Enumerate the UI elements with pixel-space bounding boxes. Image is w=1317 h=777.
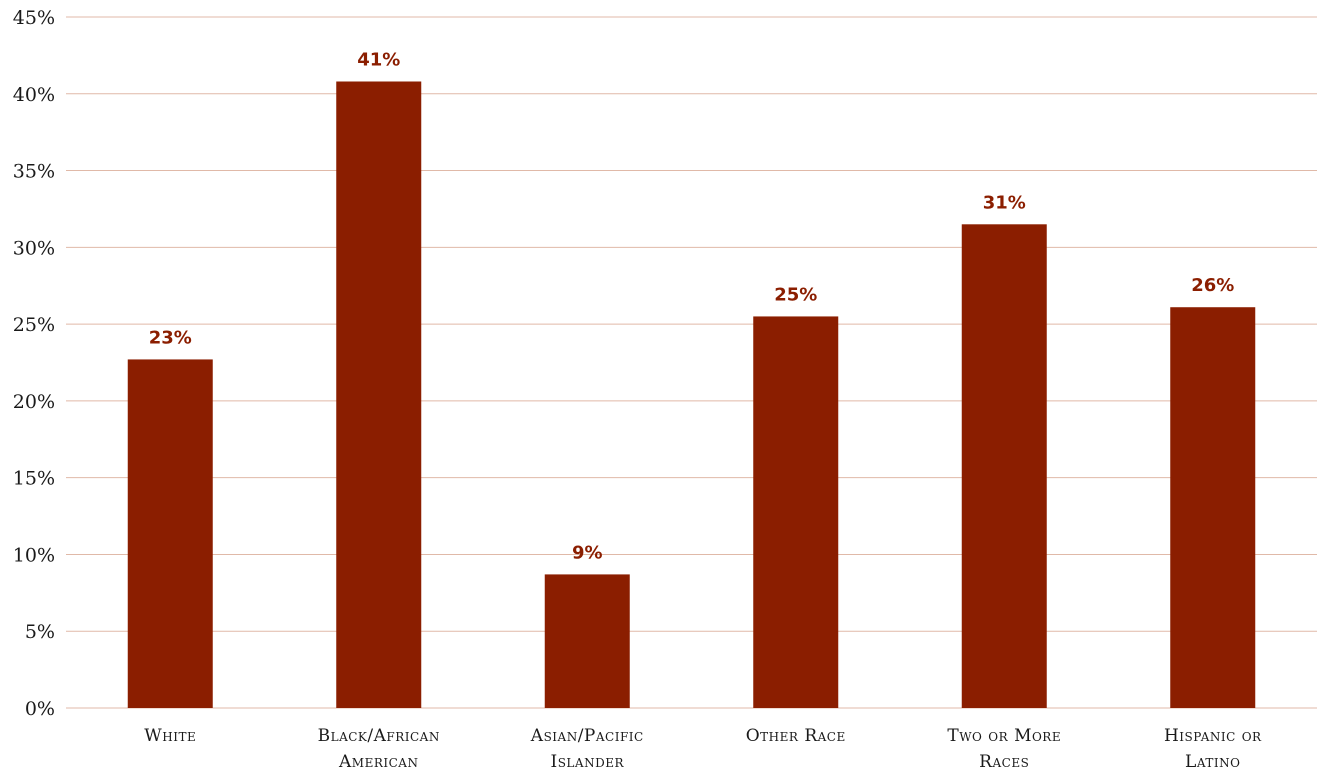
x-category-label-line: Two or More: [947, 726, 1061, 746]
y-tick-label: 0%: [25, 698, 55, 720]
data-label: 25%: [774, 284, 817, 305]
bar: [753, 316, 839, 708]
gridlines: [66, 16, 1317, 709]
bars: [127, 81, 1256, 709]
bar: [961, 224, 1047, 709]
x-category-label-line: Other Race: [746, 726, 846, 746]
x-category-label: Asian/Pacific Islander: [530, 726, 644, 772]
y-tick-label: 15%: [13, 468, 55, 490]
data-label: 41%: [357, 49, 400, 70]
data-label: 26%: [1191, 275, 1234, 296]
bar: [1170, 307, 1256, 708]
y-tick-label: 40%: [13, 84, 55, 106]
y-tick-label: 5%: [25, 621, 55, 643]
bar: [336, 81, 422, 708]
x-category-label: Hispanic or Latino: [1164, 726, 1262, 772]
x-category-label: Two or More Races: [947, 726, 1061, 772]
data-label: 9%: [572, 542, 603, 563]
x-category-label: Black/African American: [318, 726, 440, 772]
x-category-label-line: American: [338, 752, 418, 772]
bar: [127, 359, 213, 708]
x-category-label-line: Latino: [1185, 752, 1240, 772]
y-tick-label: 25%: [13, 314, 55, 336]
x-category-label-line: Asian/Pacific: [530, 726, 644, 746]
y-tick-label: 30%: [13, 237, 55, 259]
y-tick-label: 10%: [13, 544, 55, 566]
bar: [544, 574, 630, 708]
x-category-label-line: White: [144, 726, 196, 746]
x-category-label-line: Races: [979, 752, 1029, 772]
y-axis-tick-labels: 0% 5% 10% 15% 20% 25% 30% 35% 40% 45%: [13, 7, 55, 720]
x-category-label-line: Black/African: [318, 726, 440, 746]
x-category-label-line: Hispanic or: [1164, 726, 1262, 746]
x-category-label: White: [144, 726, 196, 746]
y-tick-label: 35%: [13, 161, 55, 183]
x-category-label: Other Race: [746, 726, 846, 746]
x-axis-category-labels: White Black/African American Asian/Pacific I…: [144, 726, 1262, 772]
x-category-label-line: Islander: [551, 752, 625, 772]
data-label: 23%: [149, 327, 192, 348]
y-tick-label: 20%: [13, 391, 55, 413]
data-label: 31%: [983, 192, 1026, 213]
y-tick-label: 45%: [13, 7, 55, 29]
data-labels: 23% 41% 9% 25% 31% 26%: [149, 49, 1235, 563]
